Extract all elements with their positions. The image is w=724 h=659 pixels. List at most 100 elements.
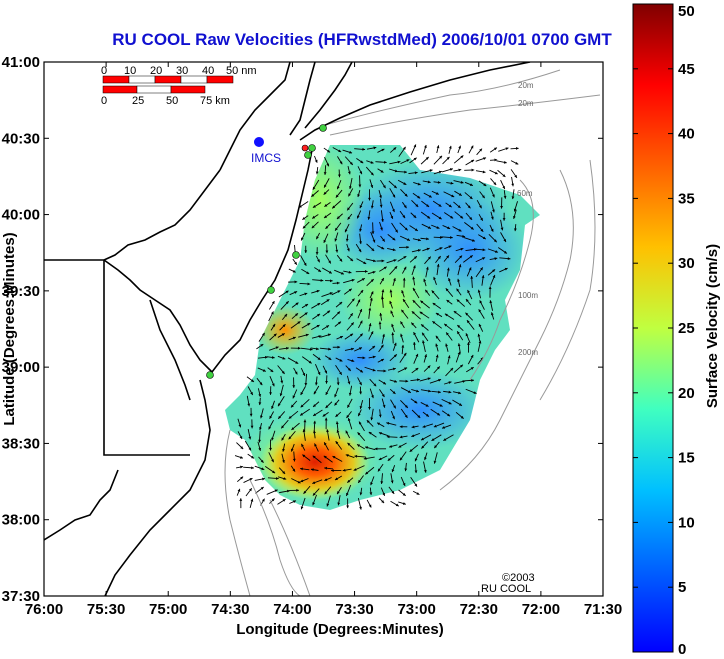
radar-sites	[206, 124, 327, 379]
velocity-arrowhead	[368, 431, 372, 435]
velocity-arrowhead	[409, 448, 413, 452]
velocity-arrowhead	[470, 354, 474, 358]
x-tick-label: 75:00	[149, 601, 187, 618]
velocity-arrowhead	[240, 446, 244, 450]
velocity-arrowhead	[412, 287, 416, 291]
velocity-arrowhead	[381, 289, 385, 293]
velocity-arrowhead	[494, 171, 498, 175]
velocity-arrowhead	[282, 356, 286, 360]
velocity-arrowhead	[269, 415, 273, 419]
velocity-arrowhead	[493, 147, 497, 151]
velocity-arrowhead	[313, 420, 317, 424]
velocity-arrowhead	[431, 438, 435, 441]
velocity-arrowhead	[271, 301, 275, 305]
velocity-arrowhead	[423, 278, 427, 282]
velocity-arrowhead	[417, 249, 421, 252]
velocity-arrowhead	[373, 146, 377, 150]
velocity-arrowhead	[285, 301, 289, 305]
velocity-arrowhead	[351, 347, 354, 351]
velocity-arrowhead	[390, 310, 394, 314]
velocity-arrowhead	[345, 430, 349, 434]
velocity-arrowhead	[278, 403, 281, 407]
velocity-arrowhead	[489, 300, 493, 304]
velocity-arrowhead	[450, 236, 453, 239]
velocity-arrowhead	[303, 419, 307, 423]
velocity-arrowhead	[325, 225, 329, 229]
velocity-arrowhead	[325, 405, 329, 409]
velocity-arrowhead	[511, 196, 515, 200]
velocity-arrowhead	[380, 344, 384, 348]
velocity-arrowhead	[458, 228, 462, 232]
velocity-arrowhead	[400, 321, 404, 325]
velocity-arrowhead	[357, 194, 361, 198]
velocity-arrowhead	[301, 237, 304, 241]
velocity-vectors	[234, 144, 519, 510]
velocity-arrowhead	[281, 333, 285, 337]
velocity-arrowhead	[503, 160, 507, 164]
velocity-arrowhead	[332, 205, 336, 209]
velocity-arrowhead	[272, 323, 276, 327]
velocity-arrowhead	[457, 278, 460, 282]
velocity-arrowhead	[316, 289, 320, 293]
velocity-arrowhead	[295, 302, 299, 306]
velocity-arrowhead	[325, 391, 329, 395]
velocity-arrowhead	[297, 321, 301, 325]
velocity-arrowhead	[292, 269, 296, 273]
velocity-arrowhead	[359, 492, 363, 496]
velocity-arrowhead	[436, 226, 440, 229]
velocity-arrowhead	[443, 438, 447, 441]
velocity-arrowhead	[302, 429, 306, 433]
velocity-arrowhead	[350, 313, 353, 317]
velocity-arrowhead	[514, 174, 517, 178]
velocity-arrowhead	[411, 311, 415, 315]
velocity-arrowhead	[334, 402, 338, 406]
velocity-arrowhead	[383, 369, 387, 373]
velocity-arrowhead	[300, 391, 304, 395]
velocity-arrowhead	[473, 248, 477, 251]
velocity-arrowhead	[373, 259, 376, 263]
velocity-arrowhead	[391, 332, 395, 336]
velocity-arrowhead	[365, 446, 369, 449]
colorbar	[632, 3, 674, 653]
velocity-arrowhead	[270, 311, 274, 315]
velocity-arrowhead	[465, 299, 469, 302]
velocity-arrowhead	[301, 443, 304, 447]
velocity-arrowhead	[470, 367, 474, 370]
velocity-arrowhead	[402, 146, 406, 150]
velocity-arrowhead	[425, 289, 429, 293]
velocity-arrowhead	[248, 436, 252, 440]
velocity-arrowhead	[347, 171, 351, 175]
velocity-arrowhead	[359, 205, 363, 209]
velocity-arrowhead	[480, 228, 484, 232]
velocity-arrowhead	[451, 194, 455, 198]
velocity-arrowhead	[453, 311, 457, 314]
velocity-arrowhead	[500, 205, 504, 209]
velocity-arrowhead	[448, 204, 452, 208]
y-tick-label: 41:00	[2, 54, 40, 71]
velocity-arrowhead	[479, 205, 482, 209]
velocity-arrowhead	[416, 378, 420, 382]
velocity-arrowhead	[381, 393, 385, 397]
velocity-arrowhead	[258, 393, 262, 397]
velocity-arrowhead	[312, 186, 316, 190]
velocity-arrowhead	[448, 401, 452, 405]
velocity-arrowhead	[368, 504, 372, 508]
velocity-arrowhead	[288, 436, 292, 440]
velocity-arrowhead	[460, 215, 464, 219]
velocity-arrowhead	[392, 194, 396, 198]
colorbar-tick-label: 50	[678, 3, 695, 20]
velocity-arrowhead	[482, 257, 486, 260]
velocity-arrowhead	[336, 281, 340, 285]
velocity-arrowhead	[435, 335, 439, 339]
velocity-arrowhead	[482, 170, 486, 174]
velocity-arrowhead	[399, 457, 403, 461]
velocity-arrowhead	[258, 447, 262, 451]
velocity-arrowhead	[350, 322, 354, 326]
velocity-arrowhead	[383, 266, 387, 270]
velocity-arrowhead	[303, 490, 307, 494]
velocity-arrowhead	[416, 492, 420, 495]
velocity-arrowhead	[315, 171, 319, 175]
velocity-arrowhead	[316, 347, 319, 351]
velocity-arrowhead	[273, 333, 277, 337]
velocity-arrowhead	[275, 476, 279, 480]
